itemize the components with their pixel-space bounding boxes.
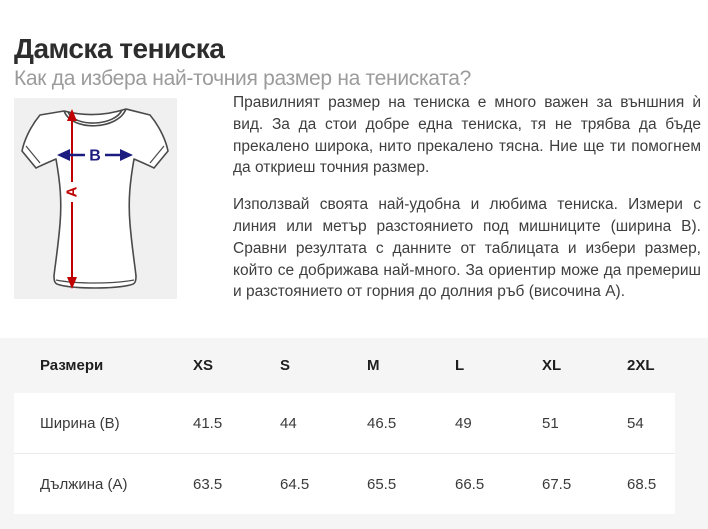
width-value-2xl: 54 <box>627 414 644 432</box>
intro-text: Правилният размер на тениска е много важ… <box>233 92 701 318</box>
row-label-length: Дължина (A) <box>40 475 128 493</box>
length-value-l: 66.5 <box>455 475 485 493</box>
page-title: Дамска тениска <box>14 32 225 64</box>
length-value-xl: 67.5 <box>542 475 572 493</box>
tshirt-illustration: A B <box>21 108 169 289</box>
length-value-s: 64.5 <box>280 475 310 493</box>
header-cell-xs: XS <box>193 357 214 374</box>
length-value-xs: 63.5 <box>193 475 223 493</box>
header-cell-l: L <box>455 357 465 374</box>
measure-arrow-a: A <box>64 109 81 289</box>
table-row-width: Ширина (B) 41.5 44 46.5 49 51 54 <box>14 393 675 453</box>
intro-paragraph-2: Използвай своята най-удобна и любима тен… <box>233 196 701 301</box>
width-value-m: 46.5 <box>367 414 397 432</box>
tshirt-outline <box>21 108 169 289</box>
width-value-xs: 41.5 <box>193 414 223 432</box>
label-a: A <box>64 186 81 197</box>
header-cell-sizes: Размери <box>40 357 104 374</box>
table-row-length: Дължина (A) 63.5 64.5 65.5 66.5 67.5 68.… <box>14 453 675 514</box>
size-table-body: Ширина (B) 41.5 44 46.5 49 51 54 Дължина… <box>14 393 675 514</box>
intro-paragraph-1: Правилният размер на тениска е много важ… <box>233 94 701 177</box>
label-b: B <box>89 148 101 165</box>
header-cell-m: M <box>367 357 380 374</box>
width-value-xl: 51 <box>542 414 559 432</box>
row-label-width: Ширина (B) <box>40 414 120 432</box>
size-table-header: Размери XS S M L XL 2XL <box>14 338 701 393</box>
width-value-s: 44 <box>280 414 297 432</box>
size-table-section: Размери XS S M L XL 2XL Ширина (B) 41.5 … <box>0 338 708 529</box>
size-diagram: A B <box>14 98 177 299</box>
length-value-2xl: 68.5 <box>627 475 657 493</box>
measure-arrow-b: B <box>57 148 133 165</box>
header-cell-xl: XL <box>542 357 562 374</box>
header-cell-s: S <box>280 357 291 374</box>
width-value-l: 49 <box>455 414 472 432</box>
length-value-m: 65.5 <box>367 475 397 493</box>
header-cell-2xl: 2XL <box>627 357 655 374</box>
page-subtitle: Как да избера най-точния размер на тенис… <box>14 67 472 91</box>
